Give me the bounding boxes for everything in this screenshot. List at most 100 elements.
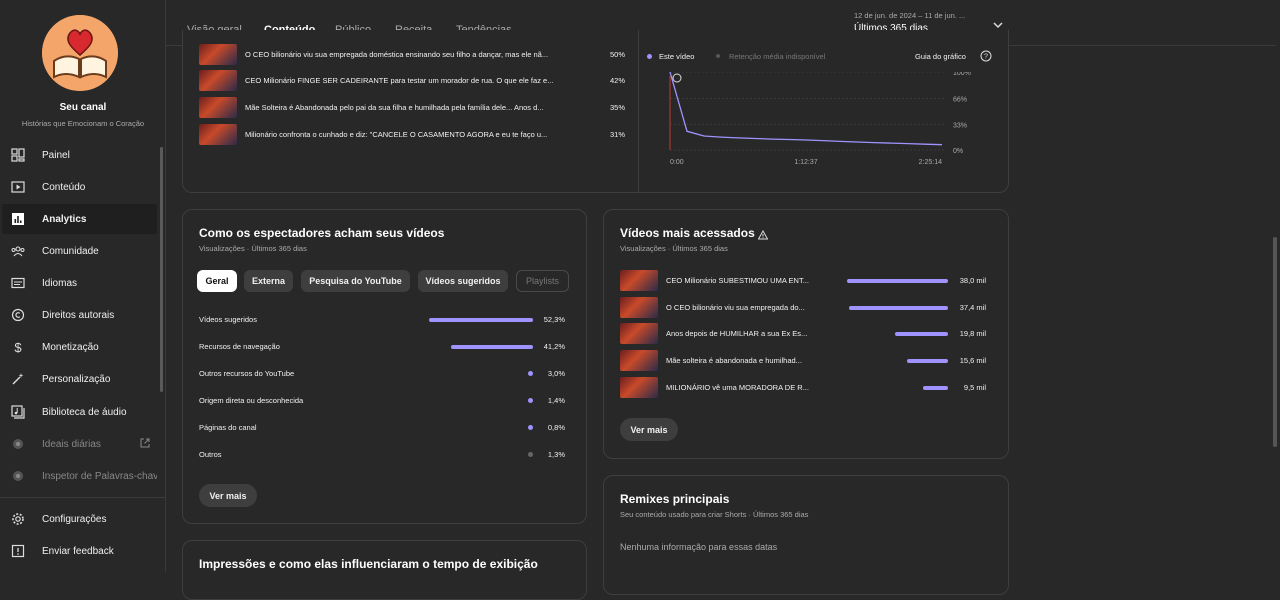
traffic-source-dot xyxy=(528,370,533,376)
help-icon[interactable]: ? xyxy=(980,49,992,67)
legend-dot-grey xyxy=(716,54,720,58)
sidebar-item-idiomas[interactable]: Idiomas xyxy=(2,268,157,298)
analytics-icon xyxy=(11,212,25,226)
top-video-title[interactable]: O CEO bilionário viu sua empregada do... xyxy=(666,302,805,312)
sidebar-item-label: Comunidade xyxy=(42,245,99,257)
chevron-down-icon[interactable] xyxy=(992,17,1004,35)
traffic-source-label[interactable]: Origem direta ou desconhecida xyxy=(199,395,304,405)
chip-sugeridos[interactable]: Vídeos sugeridos xyxy=(418,270,508,292)
sidebar: Seu canal Histórias que Emocionam o Cora… xyxy=(0,0,166,572)
card-title: Remixes principais xyxy=(620,492,730,506)
open-external-icon xyxy=(140,438,150,451)
traffic-source-label[interactable]: Vídeos sugeridos xyxy=(199,315,257,324)
sidebar-item-direitos[interactable]: Direitos autorais xyxy=(2,300,157,330)
traffic-source-label[interactable]: Recursos de navegação xyxy=(199,341,280,351)
video-thumbnail[interactable] xyxy=(620,350,658,372)
period-selector[interactable]: Últimos 365 dias xyxy=(854,23,928,34)
sidebar-item-painel[interactable]: Painel xyxy=(2,140,157,170)
retention-row-value: 42% xyxy=(609,76,625,85)
top-video-bar xyxy=(848,305,948,310)
sidebar-item-label: Configurações xyxy=(42,513,107,525)
sidebar-item-feedback[interactable]: Enviar feedback xyxy=(2,536,157,566)
top-video-title[interactable]: CEO Milionário SUBESTIMOU UMA ENT... xyxy=(666,276,809,285)
remix-empty-message: Nenhuma informação para essas datas xyxy=(620,542,778,552)
traffic-source-value: 0,8% xyxy=(547,422,565,432)
retention-chart[interactable]: 100% 66% 33% 0% 0:00 1:12:37 2:25:14 xyxy=(645,72,990,192)
book-heart-logo-icon xyxy=(42,15,118,91)
external-tool-icon xyxy=(11,469,25,483)
traffic-source-value: 1,4% xyxy=(547,395,565,405)
top-video-bar xyxy=(922,385,948,390)
card-title: Vídeos mais acessados xyxy=(620,226,755,240)
sidebar-item-analytics[interactable]: Analytics xyxy=(2,204,157,234)
top-video-value: 9,5 mil xyxy=(963,382,986,392)
video-thumbnail[interactable] xyxy=(620,376,658,398)
sidebar-item-label: Conteúdo xyxy=(42,181,86,193)
copyright-icon xyxy=(11,308,25,322)
video-thumbnail[interactable] xyxy=(199,124,237,145)
top-video-value: 15,6 mil xyxy=(959,356,986,366)
sidebar-item-label: Ideais diárias xyxy=(42,438,101,450)
sidebar-item-biblioteca[interactable]: Biblioteca de áudio xyxy=(2,397,157,427)
discovery-more-button[interactable]: Ver mais xyxy=(199,484,257,507)
sidebar-item-personalizacao[interactable]: Personalização xyxy=(2,364,157,394)
sidebar-item-conteudo[interactable]: Conteúdo xyxy=(2,172,157,202)
legend-average: Retenção média indisponível xyxy=(729,52,826,61)
traffic-source-bar xyxy=(451,344,533,349)
video-thumbnail[interactable] xyxy=(620,296,658,318)
traffic-source-value: 52,3% xyxy=(543,315,565,324)
traffic-source-label[interactable]: Outros recursos do YouTube xyxy=(199,368,295,378)
warning-icon xyxy=(757,227,769,245)
top-video-title[interactable]: Anos depois de HUMILHAR a sua Ex Es... xyxy=(666,329,808,339)
retention-row-value: 50% xyxy=(609,50,625,59)
chip-geral[interactable]: Geral xyxy=(197,270,237,292)
retention-row-title[interactable]: Milionário confronta o cunhado e diz: "C… xyxy=(245,130,548,139)
video-thumbnail[interactable] xyxy=(620,270,658,291)
legend-dot xyxy=(647,54,652,59)
video-thumbnail[interactable] xyxy=(199,97,237,118)
traffic-source-label[interactable]: Páginas do canal xyxy=(199,422,257,432)
sidebar-item-label: Biblioteca de áudio xyxy=(42,406,127,418)
discovery-card: Como os espectadores acham seus vídeos V… xyxy=(182,209,587,524)
retention-row-title[interactable]: Mãe Solteira é Abandonada pelo pai da su… xyxy=(245,103,544,112)
info-icon[interactable] xyxy=(672,73,682,83)
sidebar-item-ideais-diarias[interactable]: Ideais diárias xyxy=(2,429,157,459)
sidebar-item-label: Personalização xyxy=(42,373,111,385)
y-tick-label: 66% xyxy=(953,97,967,104)
dashboard-icon xyxy=(11,148,25,162)
sidebar-item-label: Analytics xyxy=(42,213,87,225)
sidebar-item-comunidade[interactable]: Comunidade xyxy=(2,236,157,266)
chart-guide-link[interactable]: Guia do gráfico xyxy=(915,52,966,61)
card-subtitle: Seu conteúdo usado para criar Shorts · Ú… xyxy=(620,510,809,519)
top-video-value: 19,8 mil xyxy=(959,329,986,339)
video-thumbnail[interactable] xyxy=(199,70,237,91)
sidebar-item-monetizacao[interactable]: $ Monetização xyxy=(2,332,157,362)
sidebar-item-configuracoes[interactable]: Configurações xyxy=(2,504,157,534)
retention-row-title[interactable]: O CEO bilionário viu sua empregada domés… xyxy=(245,50,549,59)
traffic-source-dot xyxy=(528,397,533,403)
sidebar-scrollbar[interactable] xyxy=(160,147,163,392)
video-thumbnail[interactable] xyxy=(620,323,658,345)
top-videos-more-button[interactable]: Ver mais xyxy=(620,418,678,441)
top-video-title[interactable]: MILIONÁRIO vê uma MORADORA DE R... xyxy=(666,382,809,392)
top-video-bar xyxy=(847,279,948,283)
feedback-icon xyxy=(11,544,25,558)
chip-pesquisa[interactable]: Pesquisa do YouTube xyxy=(301,270,410,292)
card-title: Como os espectadores acham seus vídeos xyxy=(199,226,445,240)
sidebar-item-inspetor[interactable]: Inspetor de Palavras-chav xyxy=(2,461,157,491)
top-video-title[interactable]: Mãe solteira é abandonada e humilhad... xyxy=(666,356,802,366)
community-icon xyxy=(11,244,25,258)
channel-avatar[interactable] xyxy=(42,15,118,91)
x-tick-label: 2:25:14 xyxy=(919,159,942,166)
x-tick-label: 1:12:37 xyxy=(794,159,817,166)
traffic-source-dot xyxy=(528,424,533,430)
chip-externa[interactable]: Externa xyxy=(244,270,293,292)
main-scrollbar[interactable] xyxy=(1273,237,1277,447)
retention-row-value: 35% xyxy=(609,103,625,112)
date-range[interactable]: 12 de jun. de 2024 – 11 de jun. ... xyxy=(854,11,966,20)
retention-row-title[interactable]: CEO Milionário FINGE SER CADEIRANTE para… xyxy=(245,76,554,85)
traffic-source-label[interactable]: Outros xyxy=(199,449,222,459)
video-thumbnail[interactable] xyxy=(199,44,237,65)
legend-this-video: Este vídeo xyxy=(659,52,695,61)
card-subtitle: Visualizações · Últimos 365 dias xyxy=(199,244,307,253)
